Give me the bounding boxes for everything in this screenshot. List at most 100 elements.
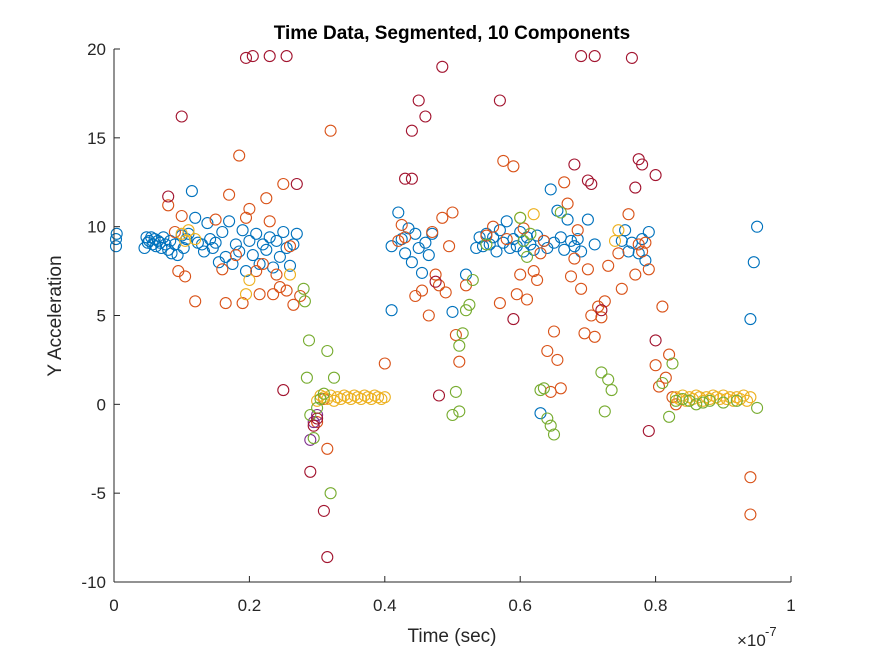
data-point bbox=[226, 257, 239, 271]
data-point bbox=[162, 199, 175, 212]
data-point bbox=[500, 233, 513, 246]
data-point bbox=[663, 410, 676, 423]
data-point bbox=[277, 384, 290, 397]
data-point bbox=[663, 348, 676, 361]
data-point bbox=[558, 176, 571, 189]
data-point bbox=[730, 394, 743, 407]
data-point bbox=[324, 124, 337, 137]
data-point bbox=[449, 385, 462, 398]
data-point bbox=[253, 288, 266, 301]
data-point bbox=[307, 419, 320, 432]
data-point bbox=[639, 254, 652, 267]
data-point bbox=[189, 211, 202, 224]
data-point bbox=[233, 245, 246, 258]
data-point bbox=[239, 51, 253, 64]
data-point bbox=[527, 265, 540, 278]
data-point bbox=[171, 249, 184, 262]
data-point bbox=[189, 295, 202, 308]
data-point bbox=[612, 247, 625, 260]
data-point bbox=[297, 282, 310, 295]
data-point bbox=[615, 282, 628, 295]
data-point bbox=[636, 158, 649, 171]
data-point bbox=[480, 238, 493, 251]
data-point bbox=[243, 234, 256, 247]
data-point bbox=[110, 227, 123, 240]
data-point bbox=[327, 371, 341, 384]
data-point bbox=[717, 396, 730, 409]
data-point bbox=[270, 268, 283, 281]
data-point bbox=[740, 394, 754, 407]
axes bbox=[113, 49, 791, 583]
data-point bbox=[304, 408, 317, 422]
data-point bbox=[239, 211, 253, 224]
data-point bbox=[642, 424, 655, 438]
data-point bbox=[311, 412, 324, 425]
data-point bbox=[304, 465, 317, 478]
x-tick-label: 0.4 bbox=[373, 596, 397, 615]
data-point bbox=[520, 231, 534, 244]
data-point bbox=[696, 396, 710, 409]
data-point bbox=[321, 551, 334, 564]
data-point bbox=[216, 225, 229, 239]
data-point bbox=[608, 234, 622, 247]
data-point bbox=[456, 327, 469, 340]
data-point bbox=[524, 227, 537, 240]
data-point bbox=[554, 231, 567, 244]
data-point bbox=[487, 220, 500, 233]
x-exponent: ×10 -7 bbox=[737, 624, 777, 650]
data-point bbox=[409, 227, 422, 240]
data-point bbox=[575, 50, 588, 63]
data-point bbox=[581, 213, 594, 226]
data-point bbox=[443, 240, 456, 253]
data-point bbox=[439, 286, 452, 299]
data-point bbox=[298, 295, 311, 308]
data-point bbox=[302, 334, 316, 347]
data-point bbox=[537, 234, 550, 247]
data-point bbox=[177, 241, 190, 255]
data-point bbox=[250, 265, 263, 278]
data-point bbox=[612, 224, 625, 237]
data-point bbox=[432, 389, 446, 402]
data-point bbox=[507, 233, 520, 246]
data-point bbox=[534, 407, 547, 420]
data-point bbox=[615, 234, 628, 247]
data-point bbox=[399, 231, 412, 244]
data-point bbox=[531, 273, 544, 287]
data-point bbox=[317, 387, 330, 400]
data-point bbox=[321, 442, 334, 455]
data-point bbox=[195, 238, 209, 251]
data-point bbox=[415, 284, 429, 297]
data-point bbox=[503, 241, 517, 255]
data-point bbox=[595, 366, 608, 379]
data-point bbox=[321, 344, 334, 358]
data-point bbox=[520, 293, 534, 306]
data-point bbox=[751, 220, 764, 233]
data-point bbox=[246, 50, 259, 63]
data-point bbox=[480, 229, 493, 242]
data-point bbox=[436, 60, 449, 73]
data-point bbox=[575, 245, 588, 258]
data-point bbox=[507, 313, 520, 326]
data-point bbox=[392, 206, 405, 219]
data-point bbox=[514, 268, 527, 281]
data-point bbox=[459, 268, 473, 281]
data-point bbox=[541, 412, 554, 425]
data-point bbox=[168, 225, 181, 239]
data-point bbox=[642, 225, 655, 239]
data-point bbox=[223, 215, 236, 228]
data-point bbox=[453, 405, 466, 418]
data-point bbox=[493, 94, 506, 107]
data-point bbox=[571, 224, 584, 237]
data-point bbox=[365, 392, 378, 406]
data-point bbox=[290, 177, 303, 191]
x-tick-label: 0.8 bbox=[644, 596, 668, 615]
series-3 bbox=[175, 208, 757, 407]
data-point bbox=[744, 313, 757, 326]
data-point bbox=[551, 353, 564, 366]
data-point bbox=[595, 304, 608, 317]
data-point bbox=[399, 247, 412, 260]
data-point bbox=[324, 487, 337, 500]
data-point bbox=[564, 270, 578, 283]
data-point bbox=[575, 282, 588, 295]
data-point bbox=[493, 297, 506, 310]
